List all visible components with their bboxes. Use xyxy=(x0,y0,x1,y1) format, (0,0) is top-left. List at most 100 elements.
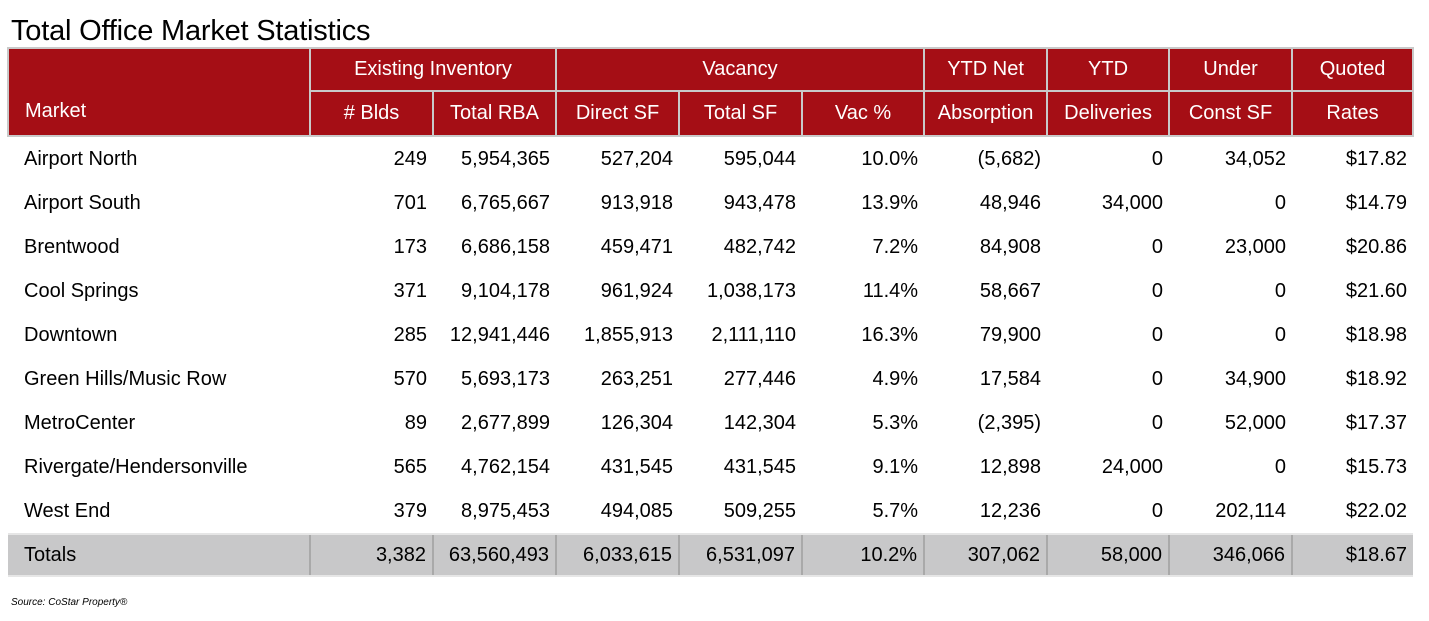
cell-ytd-deliveries: 0 xyxy=(1151,411,1164,434)
cell-ytd-deliveries: 24,000 xyxy=(1101,455,1164,478)
page-title: Total Office Market Statistics xyxy=(11,15,371,47)
totals-under-const-sf: 346,066 xyxy=(1168,533,1293,577)
table-row: Brentwood 173 6,686,158 459,471 482,742 … xyxy=(8,225,1413,269)
table-row: Airport North 249 5,954,365 527,204 595,… xyxy=(8,136,1413,181)
header-total-rba: Total RBA xyxy=(431,90,558,137)
cell-market: Brentwood xyxy=(24,235,120,258)
cell-blds: 249 xyxy=(393,147,427,170)
cell-vac-pct: 10.0% xyxy=(861,147,919,170)
cell-blds: 173 xyxy=(393,235,427,258)
cell-total-sf: 1,038,173 xyxy=(707,279,797,302)
cell-quoted-rates: $18.98 xyxy=(1345,323,1408,346)
cell-total-rba: 8,975,453 xyxy=(461,499,551,522)
cell-vac-pct: 9.1% xyxy=(872,455,919,478)
totals-blds: 3,382 xyxy=(309,533,433,577)
cell-market: Green Hills/Music Row xyxy=(24,367,227,390)
cell-under-const-sf: 34,052 xyxy=(1224,147,1287,170)
cell-total-rba: 9,104,178 xyxy=(461,279,551,302)
cell-under-const-sf: 202,114 xyxy=(1215,499,1287,522)
cell-ytd-net-absorption: 12,898 xyxy=(979,455,1042,478)
table-header: Market Existing Inventory Vacancy YTD Ne… xyxy=(7,47,1415,137)
cell-market: Airport South xyxy=(24,191,141,214)
totals-vac-pct: 10.2% xyxy=(801,533,925,577)
cell-vac-pct: 16.3% xyxy=(861,323,919,346)
cell-vac-pct: 4.9% xyxy=(872,367,919,390)
cell-ytd-net-absorption: 48,946 xyxy=(979,191,1042,214)
cell-ytd-deliveries: 0 xyxy=(1151,323,1164,346)
cell-direct-sf: 494,085 xyxy=(600,499,674,522)
header-ytd-net-line1: YTD Net xyxy=(923,47,1049,92)
cell-market: MetroCenter xyxy=(24,411,136,434)
cell-under-const-sf: 0 xyxy=(1274,455,1287,478)
table-row: Downtown 285 12,941,446 1,855,913 2,111,… xyxy=(8,313,1413,357)
cell-market: Rivergate/Hendersonville xyxy=(24,455,248,478)
cell-ytd-deliveries: 0 xyxy=(1151,147,1164,170)
header-quoted-rates-line2: Rates xyxy=(1291,90,1415,137)
cell-market: Downtown xyxy=(24,323,118,346)
cell-total-sf: 595,044 xyxy=(723,147,797,170)
cell-total-sf: 509,255 xyxy=(723,499,797,522)
table-row: Airport South 701 6,765,667 913,918 943,… xyxy=(8,181,1413,225)
header-total-sf: Total SF xyxy=(678,90,804,137)
cell-vac-pct: 5.7% xyxy=(872,499,919,522)
cell-direct-sf: 431,545 xyxy=(600,455,674,478)
cell-total-rba: 2,677,899 xyxy=(461,411,551,434)
cell-blds: 89 xyxy=(404,411,427,434)
cell-market: Cool Springs xyxy=(24,279,139,302)
cell-total-rba: 12,941,446 xyxy=(449,323,551,346)
cell-ytd-deliveries: 0 xyxy=(1151,367,1164,390)
header-under-const-line1: Under xyxy=(1168,47,1294,92)
cell-vac-pct: 13.9% xyxy=(861,191,919,214)
table-row: Cool Springs 371 9,104,178 961,924 1,038… xyxy=(8,269,1413,313)
cell-quoted-rates: $21.60 xyxy=(1345,279,1408,302)
source-note: Source: CoStar Property® xyxy=(11,597,128,608)
totals-ytd-deliveries: 58,000 xyxy=(1046,533,1170,577)
cell-under-const-sf: 0 xyxy=(1274,279,1287,302)
cell-direct-sf: 961,924 xyxy=(600,279,674,302)
cell-under-const-sf: 52,000 xyxy=(1224,411,1287,434)
cell-vac-pct: 7.2% xyxy=(872,235,919,258)
table-row: MetroCenter 89 2,677,899 126,304 142,304… xyxy=(8,401,1413,445)
cell-total-rba: 5,954,365 xyxy=(461,147,551,170)
cell-total-sf: 2,111,110 xyxy=(711,323,797,346)
cell-ytd-net-absorption: 17,584 xyxy=(979,367,1042,390)
cell-ytd-net-absorption: 79,900 xyxy=(979,323,1042,346)
cell-total-sf: 277,446 xyxy=(723,367,797,390)
cell-blds: 379 xyxy=(393,499,427,522)
header-quoted-rates-line1: Quoted xyxy=(1291,47,1415,92)
cell-direct-sf: 913,918 xyxy=(600,191,674,214)
cell-ytd-deliveries: 0 xyxy=(1151,279,1164,302)
cell-quoted-rates: $17.37 xyxy=(1345,411,1408,434)
header-direct-sf: Direct SF xyxy=(555,90,681,137)
cell-direct-sf: 126,304 xyxy=(600,411,674,434)
cell-blds: 371 xyxy=(393,279,427,302)
cell-total-sf: 482,742 xyxy=(723,235,797,258)
cell-total-rba: 4,762,154 xyxy=(461,455,551,478)
header-vacancy: Vacancy xyxy=(555,47,926,92)
cell-blds: 701 xyxy=(393,191,427,214)
cell-market: Airport North xyxy=(24,147,138,170)
totals-section: Totals 3,382 63,560,493 6,033,615 6,531,… xyxy=(8,533,1414,577)
cell-total-sf: 943,478 xyxy=(723,191,797,214)
header-vac-pct: Vac % xyxy=(801,90,926,137)
table-body: Airport North 249 5,954,365 527,204 595,… xyxy=(8,136,1413,534)
cell-under-const-sf: 0 xyxy=(1274,323,1287,346)
cell-total-rba: 5,693,173 xyxy=(461,367,551,390)
cell-ytd-deliveries: 0 xyxy=(1151,499,1164,522)
header-ytd-deliveries-line2: Deliveries xyxy=(1046,90,1171,137)
totals-total-sf: 6,531,097 xyxy=(678,533,803,577)
cell-direct-sf: 263,251 xyxy=(600,367,674,390)
cell-under-const-sf: 23,000 xyxy=(1224,235,1287,258)
cell-ytd-net-absorption: 84,908 xyxy=(979,235,1042,258)
header-existing-inventory: Existing Inventory xyxy=(308,47,558,92)
cell-blds: 285 xyxy=(393,323,427,346)
header-blds: # Blds xyxy=(309,90,434,137)
cell-market: West End xyxy=(24,499,111,522)
table-row: Green Hills/Music Row 570 5,693,173 263,… xyxy=(8,357,1413,401)
totals-ytd-net-absorption: 307,062 xyxy=(923,533,1048,577)
cell-direct-sf: 527,204 xyxy=(600,147,674,170)
header-market: Market xyxy=(7,47,311,137)
header-ytd-deliveries-line1: YTD xyxy=(1046,47,1171,92)
cell-total-rba: 6,765,667 xyxy=(461,191,551,214)
cell-quoted-rates: $18.92 xyxy=(1345,367,1408,390)
